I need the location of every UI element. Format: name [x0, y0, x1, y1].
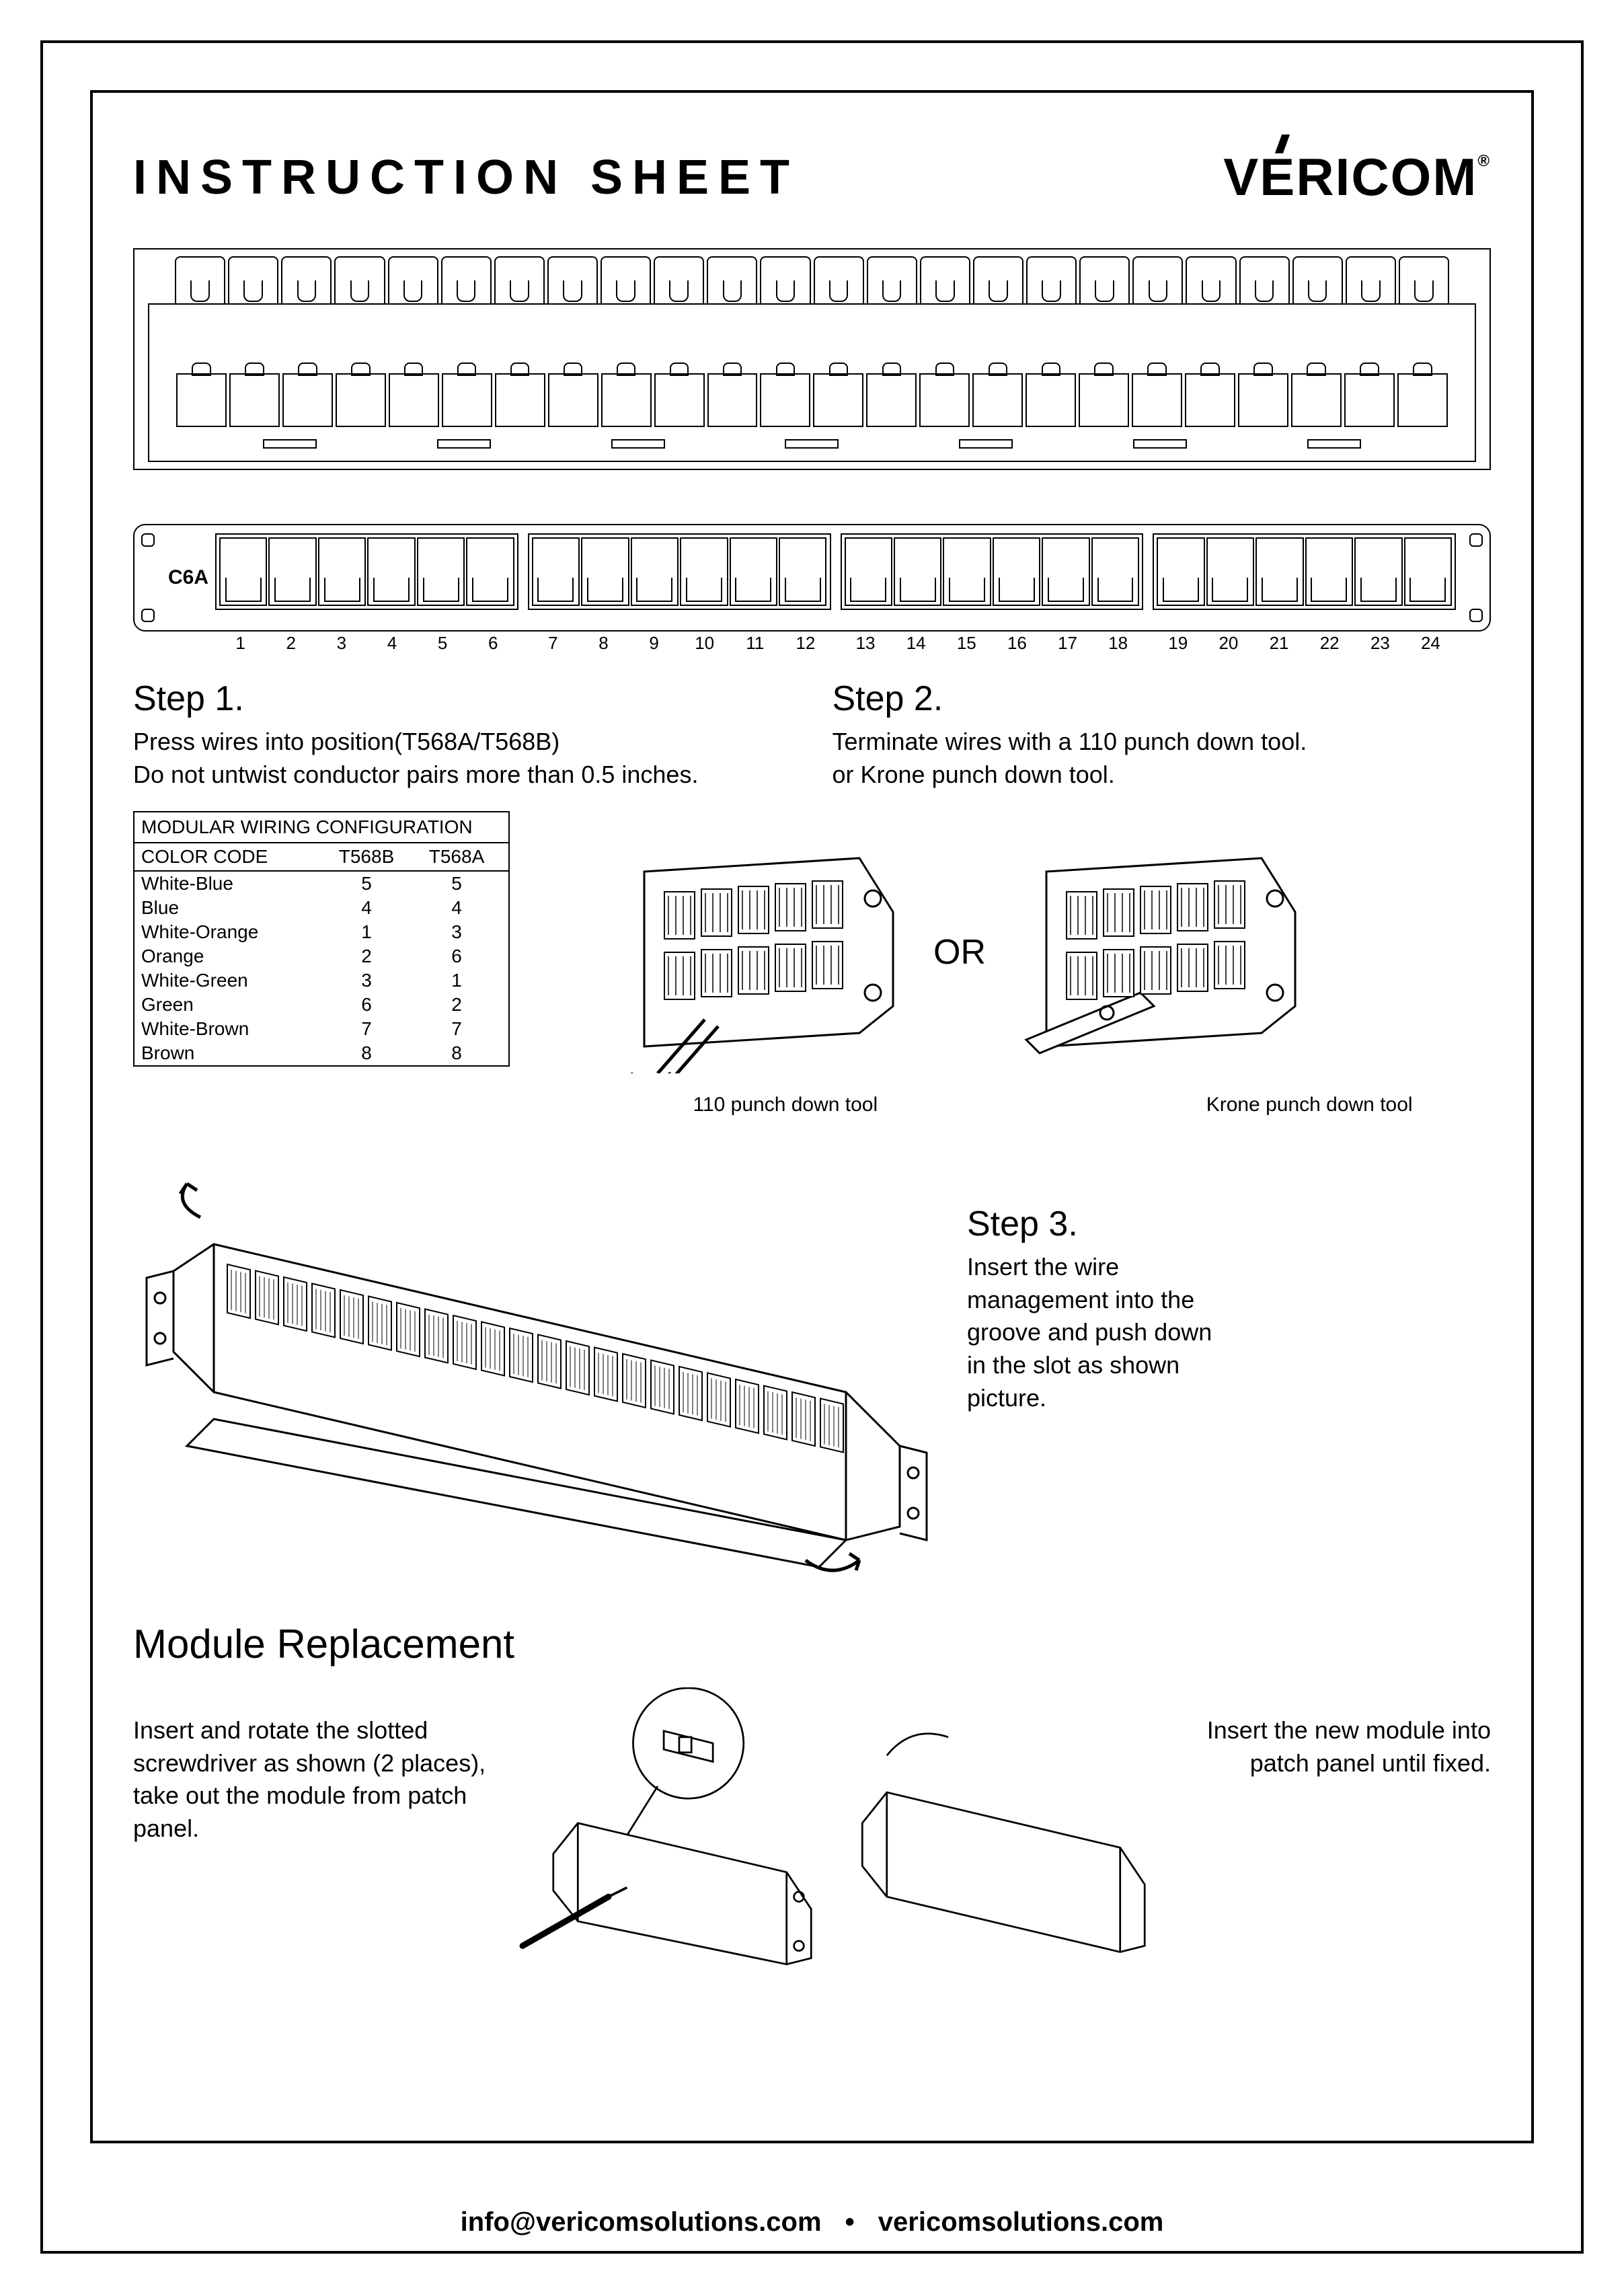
- port-number: 15: [941, 630, 992, 654]
- port-number: 5: [418, 630, 468, 654]
- port-number: 23: [1355, 630, 1405, 654]
- step-3-illustration: [133, 1163, 940, 1580]
- wiring-row: White-Green31: [134, 968, 508, 993]
- step-2-line2: or Krone punch down tool.: [833, 759, 1492, 792]
- punchdown-captions: 110 punch down tool Krone punch down too…: [604, 1094, 1491, 1116]
- module-replacement-section: Module Replacement Insert and rotate the…: [133, 1621, 1491, 1983]
- port-number: 17: [1042, 630, 1093, 654]
- port-number: 13: [841, 630, 891, 654]
- wiring-table-columns: COLOR CODE T568B T568A: [134, 843, 508, 872]
- module-left-text: Insert and rotate the slotted screwdrive…: [133, 1687, 490, 1845]
- port-number: 19: [1153, 630, 1203, 654]
- footer: info@vericomsolutions.com • vericomsolut…: [43, 2207, 1581, 2238]
- port-number: 1: [215, 630, 266, 654]
- punchdown-krone-illustration: [1006, 831, 1315, 1073]
- panel-body: [148, 303, 1476, 462]
- step-2-line1: Terminate wires with a 110 punch down to…: [833, 726, 1492, 759]
- step-3-title: Step 3.: [967, 1204, 1491, 1244]
- step-1-line2: Do not untwist conductor pairs more than…: [133, 759, 792, 792]
- port-number: 6: [468, 630, 518, 654]
- port-number: 7: [528, 630, 578, 654]
- port-number: 18: [1093, 630, 1143, 654]
- module-row: Insert and rotate the slotted screwdrive…: [133, 1687, 1491, 1983]
- wiring-row: Brown88: [134, 1041, 508, 1065]
- mount-ear-right: [1463, 525, 1490, 630]
- or-separator: OR: [933, 932, 986, 972]
- brand-logo: VERICOM®: [1223, 147, 1491, 208]
- port-number: 21: [1254, 630, 1305, 654]
- rear-ports: [176, 373, 1448, 427]
- col-t568b: T568B: [321, 846, 412, 868]
- wiring-row: White-Orange13: [134, 920, 508, 944]
- port-numbers: 123456789101112131415161718192021222324: [215, 630, 1456, 654]
- category-label: C6A: [168, 566, 208, 589]
- mount-ear-left: [134, 525, 161, 630]
- wiring-table-header: MODULAR WIRING CONFIGURATION: [134, 812, 508, 843]
- outer-border: INSTRUCTION SHEET VERICOM® C6A 123456789…: [40, 40, 1584, 2254]
- panel-front-diagram: C6A 123456789101112131415161718192021222…: [133, 524, 1491, 632]
- step-3-section: Step 3. Insert the wire management into …: [133, 1163, 1491, 1580]
- inner-border: INSTRUCTION SHEET VERICOM® C6A 123456789…: [90, 90, 1534, 2143]
- footer-separator: •: [845, 2207, 855, 2237]
- step-1-title: Step 1.: [133, 679, 792, 719]
- wiring-row: White-Blue55: [134, 872, 508, 896]
- port-number: 14: [891, 630, 941, 654]
- panel-rear-diagram: [133, 248, 1491, 470]
- wiring-row: Orange26: [134, 944, 508, 968]
- port-number: 12: [780, 630, 830, 654]
- page-title: INSTRUCTION SHEET: [133, 150, 799, 205]
- module-title: Module Replacement: [133, 1621, 1491, 1667]
- cable-management-tabs: [175, 256, 1449, 303]
- col-color: COLOR CODE: [141, 846, 321, 868]
- footer-email: info@vericomsolutions.com: [461, 2207, 822, 2237]
- wiring-row: Blue44: [134, 896, 508, 920]
- col-t568a: T568A: [412, 846, 502, 868]
- punchdown-110-illustration: [604, 831, 913, 1073]
- port-number: 24: [1405, 630, 1456, 654]
- rear-slots: [203, 439, 1421, 453]
- port-number: 9: [629, 630, 679, 654]
- module-remove-illustration: [516, 1687, 823, 1983]
- module-right-text: Insert the new module into patch panel u…: [1184, 1687, 1491, 1780]
- front-port-groups: [215, 533, 1456, 610]
- port-number: 20: [1203, 630, 1253, 654]
- port-number: 22: [1305, 630, 1355, 654]
- wiring-row: White-Brown77: [134, 1017, 508, 1041]
- step-2-title: Step 2.: [833, 679, 1492, 719]
- port-number: 10: [679, 630, 730, 654]
- footer-site: vericomsolutions.com: [878, 2207, 1164, 2237]
- step-3-text-block: Step 3. Insert the wire management into …: [967, 1163, 1491, 1580]
- step-3-text: Insert the wire management into the groo…: [967, 1251, 1236, 1414]
- wiring-row: Green62: [134, 993, 508, 1017]
- port-number: 16: [992, 630, 1042, 654]
- port-number: 4: [366, 630, 417, 654]
- port-number: 11: [730, 630, 780, 654]
- port-number: 2: [266, 630, 316, 654]
- module-insert-illustration: [850, 1687, 1157, 1983]
- tool2-caption: Krone punch down tool: [1155, 1094, 1464, 1116]
- step-1-line1: Press wires into position(T568A/T568B): [133, 726, 792, 759]
- port-number: 3: [316, 630, 366, 654]
- header-row: INSTRUCTION SHEET VERICOM®: [133, 147, 1491, 208]
- tool1-caption: 110 punch down tool: [631, 1094, 940, 1116]
- port-number: 8: [578, 630, 629, 654]
- wiring-table: MODULAR WIRING CONFIGURATION COLOR CODE …: [133, 811, 510, 1067]
